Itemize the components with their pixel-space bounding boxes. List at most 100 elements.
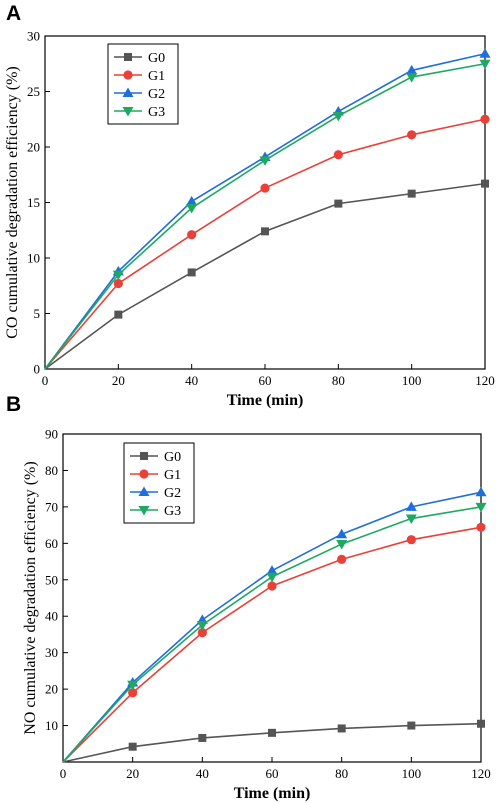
y-tick-label: 5 — [34, 306, 41, 321]
data-point — [186, 195, 198, 206]
y-tick-label: 90 — [45, 427, 58, 442]
series-g0 — [44, 179, 489, 370]
data-point — [197, 628, 207, 638]
y-tick-label: 30 — [27, 29, 40, 44]
data-point — [480, 114, 490, 124]
data-point — [336, 540, 348, 550]
legend-marker — [122, 107, 134, 117]
y-tick-label: 25 — [27, 84, 40, 99]
legend-label: G2 — [148, 87, 165, 102]
legend-marker — [122, 87, 134, 97]
x-tick-label: 0 — [42, 373, 49, 388]
y-tick-label: 20 — [27, 140, 40, 155]
data-point — [187, 230, 197, 240]
y-tick-label: 40 — [45, 609, 58, 624]
y-tick-label: 15 — [27, 195, 40, 210]
data-point — [479, 48, 491, 58]
data-point — [406, 535, 416, 545]
series-g3 — [62, 502, 487, 763]
data-point — [261, 227, 269, 236]
data-point — [406, 64, 418, 75]
data-point — [475, 486, 487, 497]
x-axis-title: Time (min) — [227, 392, 304, 409]
data-point — [479, 59, 491, 70]
panel-label-a: A — [6, 2, 21, 25]
y-tick-label: 70 — [45, 499, 58, 514]
chart-panel-b: 0 20 40 60 80 100 120 10 20 30 40 50 60 70 80 90 Time (m… — [22, 427, 491, 803]
legend-marker — [124, 53, 132, 61]
data-point — [113, 278, 123, 289]
series-line — [44, 182, 486, 370]
x-tick-label: 40 — [196, 766, 209, 781]
data-point — [337, 724, 346, 733]
series-g3 — [44, 59, 491, 370]
data-point — [127, 680, 139, 691]
data-point — [405, 514, 417, 525]
x-tick-label: 20 — [126, 766, 139, 781]
data-point — [259, 156, 271, 166]
legend-box — [123, 442, 195, 524]
y-tick-label: 50 — [45, 572, 58, 587]
data-point — [196, 620, 208, 631]
legend-marker — [140, 452, 148, 460]
legend: G0 G1 G2 G3 — [123, 442, 195, 524]
y-tick-label: 10 — [27, 251, 40, 266]
data-point — [332, 111, 344, 122]
data-point — [266, 565, 278, 575]
data-point — [267, 581, 277, 591]
data-point — [334, 199, 343, 208]
x-tick-label: 80 — [335, 766, 348, 781]
series-g0 — [62, 719, 485, 763]
y-axis-title: NO cumulative degradation efficiency (%) — [22, 461, 39, 734]
x-tick-label: 80 — [332, 373, 345, 388]
data-point — [481, 179, 489, 188]
y-tick-label: 0 — [34, 362, 41, 377]
data-point — [128, 742, 137, 751]
legend-label: G3 — [164, 504, 181, 519]
y-tick-label: 60 — [45, 536, 58, 551]
x-tick-label: 40 — [185, 373, 198, 388]
legend-label: G3 — [148, 105, 165, 120]
panel-label-b: B — [6, 393, 21, 416]
data-point — [114, 310, 123, 319]
series-g1 — [62, 522, 486, 763]
data-point — [407, 130, 417, 140]
legend-label: G1 — [164, 468, 181, 483]
data-point — [406, 73, 418, 83]
legend-marker — [138, 506, 150, 516]
x-tick-label: 100 — [402, 373, 422, 388]
y-tick-label: 30 — [45, 645, 58, 660]
series-g2 — [62, 486, 487, 763]
data-point — [268, 728, 276, 737]
x-tick-label: 20 — [112, 373, 125, 388]
x-tick-label: 60 — [259, 373, 272, 388]
data-point — [198, 733, 207, 742]
legend-box — [107, 43, 179, 125]
data-point — [333, 150, 343, 160]
y-tick-label: 20 — [45, 682, 58, 697]
x-tick-label: 0 — [60, 766, 67, 781]
series-line — [62, 491, 482, 763]
series-g1 — [44, 114, 490, 370]
legend-marker — [138, 486, 150, 496]
data-point — [266, 572, 278, 583]
data-point — [405, 501, 417, 511]
legend-marker — [123, 70, 133, 80]
data-point — [407, 189, 416, 198]
data-point — [260, 183, 270, 193]
legend-marker — [139, 469, 149, 479]
data-point — [128, 688, 138, 698]
data-point — [337, 554, 347, 564]
chart-panel-a: 0 20 40 60 80 100 120 0 5 10 15 20 25 30 Time (min) CO … — [4, 29, 495, 410]
x-tick-label: 120 — [471, 766, 491, 781]
data-point — [407, 721, 416, 730]
y-tick-label: 10 — [45, 718, 58, 733]
legend-label: G0 — [164, 450, 181, 465]
data-point — [475, 502, 487, 513]
y-tick-label: 80 — [45, 463, 58, 478]
legend-label: G0 — [148, 51, 165, 66]
data-point — [336, 528, 348, 539]
legend: G0 G1 G2 G3 — [107, 43, 179, 125]
x-axis-title: Time (min) — [234, 785, 311, 802]
